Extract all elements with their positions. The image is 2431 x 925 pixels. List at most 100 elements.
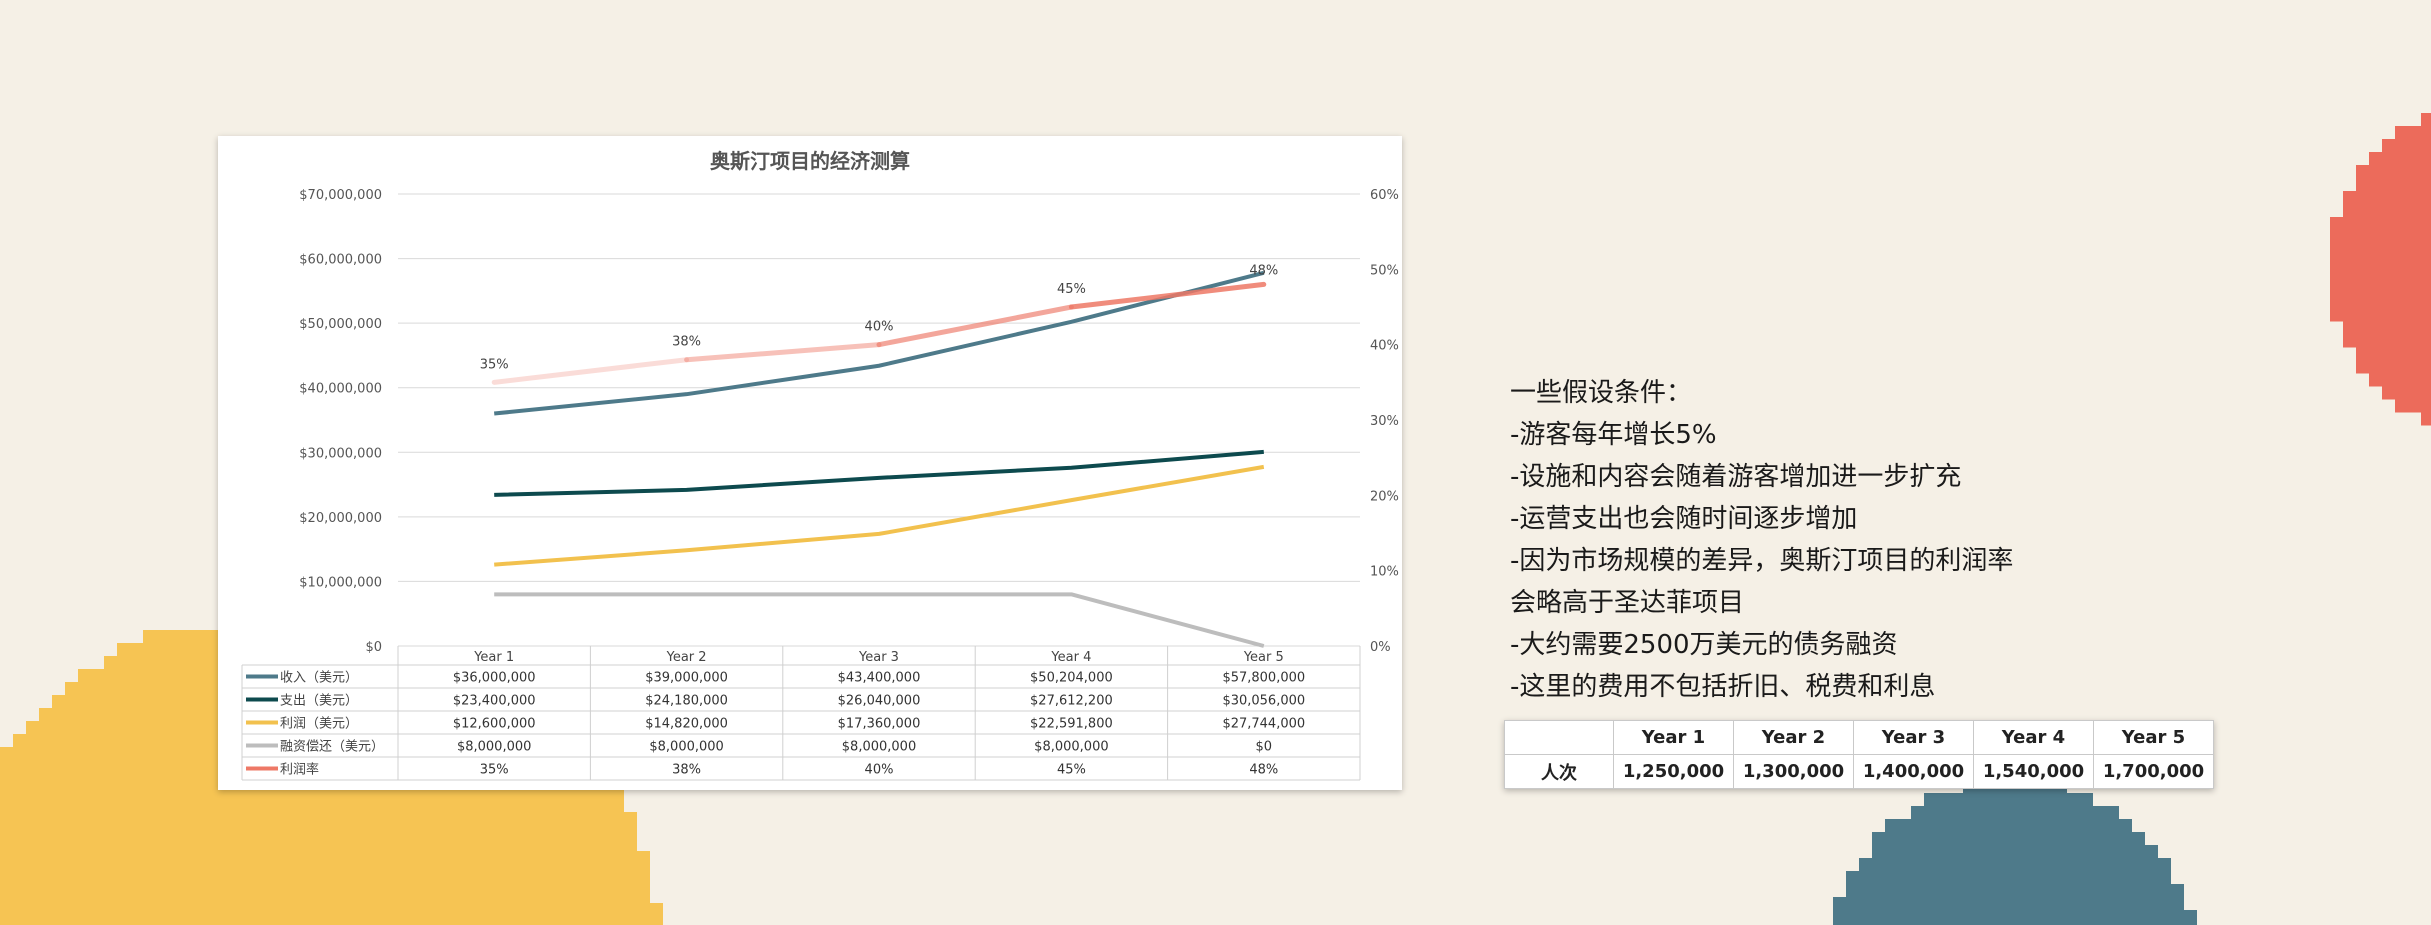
deco-blue-step (1924, 793, 2093, 807)
table-header-cell: Year 2 (1733, 720, 1854, 755)
deco-red-step (2382, 386, 2431, 400)
table-header-row: Year 1 Year 2 Year 3 Year 4 Year 5 (1504, 720, 2214, 755)
table-row-label: 人次 (1504, 754, 1614, 789)
chart-lines (491, 270, 1267, 648)
deco-red-step (2356, 360, 2431, 374)
data-table-cell: $36,000,000 (453, 671, 536, 686)
y-tick-label: $70,000,000 (299, 188, 382, 203)
y-tick-label: $30,000,000 (299, 446, 382, 461)
note-line: 会略高于圣达菲项目 (1510, 588, 1745, 618)
deco-yellow-step (0, 903, 663, 917)
data-table-cell: $0 (1256, 740, 1273, 755)
data-table-cell: 40% (865, 763, 894, 778)
note-line: -设施和内容会随着游客增加进一步扩充 (1510, 462, 1962, 492)
data-table-cell: 35% (480, 763, 509, 778)
deco-yellow-step (0, 812, 637, 826)
y-tick-label: $60,000,000 (299, 253, 382, 268)
chart-title: 奥斯汀项目的经济测算 (710, 149, 910, 173)
margin-data-label: 35% (480, 357, 509, 372)
x-tick-label: Year 2 (666, 650, 707, 665)
margin-data-label: 38% (672, 335, 701, 350)
data-table-cell: $24,180,000 (645, 694, 728, 709)
table-header-cell: Year 1 (1613, 720, 1734, 755)
legend-label: 支出（美元） (280, 694, 358, 709)
y-tick-label: $40,000,000 (299, 382, 382, 397)
margin-data-label: 45% (1057, 282, 1086, 297)
assumptions-notes: 一些假设条件： -游客每年增长5% -设施和内容会随着游客增加进一步扩充 -运营… (1510, 372, 2070, 708)
chart-data-table: Year 1 Year 2 Year 3 Year 4 Year 5 收入（美元） $36,… (241, 646, 1361, 781)
deco-red-step (2369, 373, 2431, 387)
deco-red-step (2330, 295, 2431, 309)
y2-axis-ticks: 0% 10% 20% 30% 40% 50% 60% (1370, 188, 1399, 655)
y-tick-label: $0 (365, 640, 382, 655)
series-line (494, 449, 1264, 497)
table-cell: 1,540,000 (1973, 754, 2094, 789)
deco-red-step (2343, 204, 2431, 218)
x-tick-label: Year 4 (1050, 650, 1091, 665)
y2-tick-label: 30% (1370, 414, 1399, 429)
table-row: 人次 1,250,000 1,300,000 1,400,000 1,540,0… (1504, 754, 2214, 789)
series-line-margin-segment (1068, 281, 1267, 310)
deco-blue-step (1833, 923, 2197, 925)
table-header-cell (1504, 720, 1614, 755)
deco-blue-step (1833, 910, 2197, 924)
data-table-cell: $39,000,000 (645, 671, 728, 686)
deco-blue-step (1833, 897, 2184, 911)
deco-blue-step (1846, 884, 2184, 898)
data-table-cell: $23,400,000 (453, 694, 536, 709)
deco-blue-step (1911, 806, 2119, 820)
deco-blue-step (1885, 819, 2132, 833)
y2-tick-label: 50% (1370, 263, 1399, 278)
legend-label: 利润率 (280, 762, 319, 778)
deco-yellow-step (0, 877, 650, 891)
deco-red-step (2382, 139, 2431, 153)
deco-red-step (2330, 243, 2431, 257)
deco-red-step (2330, 256, 2431, 270)
deco-red-step (2343, 321, 2431, 335)
table-cell: 1,400,000 (1853, 754, 1974, 789)
deco-red-step (2330, 269, 2431, 283)
deco-yellow-step (0, 890, 650, 904)
note-line: 一些假设条件： (1510, 378, 1693, 408)
data-table-cell: $43,400,000 (838, 671, 921, 686)
deco-red-step (2395, 399, 2431, 413)
y-tick-label: $50,000,000 (299, 317, 382, 332)
data-table-cell: $8,000,000 (842, 740, 916, 755)
data-table-cell: $26,040,000 (838, 694, 921, 709)
deco-red-step (2343, 334, 2431, 348)
deco-blue-step (1872, 832, 2145, 846)
data-table-cell: $17,360,000 (838, 717, 921, 732)
y2-tick-label: 60% (1370, 188, 1399, 203)
data-table-cell: $8,000,000 (457, 740, 531, 755)
chart-card: 奥斯汀项目的经济测算 $0 $10,000,000 $20,000,000 $30,0… (218, 136, 1402, 790)
series-line (494, 592, 1265, 648)
deco-red-step (2356, 165, 2431, 179)
data-table-cell: $8,000,000 (1034, 740, 1108, 755)
deco-red-step (2330, 217, 2431, 231)
y2-tick-label: 40% (1370, 339, 1399, 354)
data-table-cell: 38% (672, 763, 701, 778)
data-table-cell: $27,744,000 (1222, 717, 1305, 732)
deco-blue-step (1846, 871, 2171, 885)
note-line: -运营支出也会随时间逐步增加 (1510, 504, 1858, 534)
deco-yellow-step (0, 851, 650, 865)
note-line: -游客每年增长5% (1510, 420, 1717, 450)
x-tick-label: Year 3 (858, 650, 899, 665)
table-cell: 1,300,000 (1733, 754, 1854, 789)
deco-yellow-step (0, 838, 637, 852)
y-tick-label: $20,000,000 (299, 511, 382, 526)
data-table-cell: $30,056,000 (1222, 694, 1305, 709)
table-header-cell: Year 4 (1973, 720, 2094, 755)
series-line-margin-segment (876, 304, 1074, 348)
margin-data-label: 48% (1249, 263, 1278, 278)
data-table-cell: $57,800,000 (1222, 671, 1305, 686)
legend-label: 收入（美元） (280, 671, 358, 686)
legend-label: 利润（美元） (280, 717, 358, 732)
data-table-cell: $50,204,000 (1030, 671, 1113, 686)
deco-red-step (2343, 191, 2431, 205)
y2-tick-label: 0% (1370, 640, 1391, 655)
legend-label: 融资偿还（美元） (280, 740, 384, 755)
note-line: -因为市场规模的差异，奥斯汀项目的利润率 (1510, 546, 2014, 576)
table-header-cell: Year 3 (1853, 720, 1974, 755)
x-tick-label: Year 1 (473, 650, 514, 665)
